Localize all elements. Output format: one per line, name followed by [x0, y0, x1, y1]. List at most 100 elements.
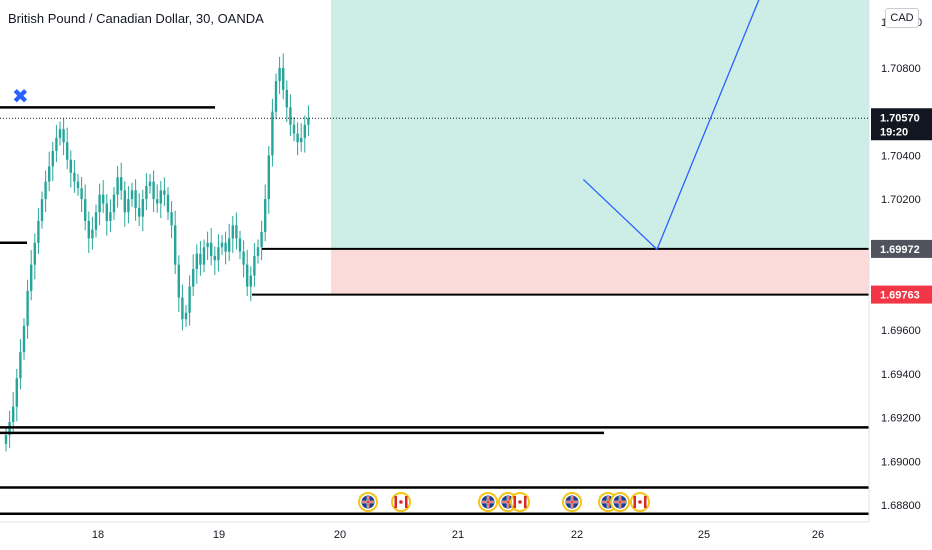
candle-body — [195, 253, 198, 270]
candle-body — [213, 255, 216, 261]
candle-body — [148, 181, 152, 186]
candle-body — [40, 199, 44, 221]
close-marker-icon[interactable]: ✖ — [12, 84, 29, 108]
candle-body — [242, 251, 245, 265]
svg-text:19:20: 19:20 — [880, 126, 908, 138]
candle-body — [30, 264, 33, 291]
candle-body — [249, 275, 252, 287]
candle-body — [238, 238, 242, 252]
canada-flag-icon[interactable] — [391, 492, 411, 512]
candle-body — [73, 172, 76, 182]
candle-body — [138, 207, 141, 217]
candle-body — [37, 220, 40, 243]
price-tick-label: 1.69200 — [881, 413, 921, 425]
candle-body — [76, 181, 80, 189]
candle-body — [181, 297, 184, 320]
candle-body — [19, 352, 22, 379]
price-axis[interactable]: 1.70800 1.70400 1.70200 1.69600 1.69400 1.692… — [881, 17, 922, 512]
candles-layer — [4, 53, 310, 452]
candle-body — [98, 194, 101, 213]
candle-body — [48, 166, 51, 182]
candle-body — [152, 181, 155, 200]
date-tick-label: 26 — [812, 529, 824, 541]
svg-text:1.70570: 1.70570 — [880, 112, 920, 124]
candle-body — [22, 325, 26, 353]
uk-flag-icon[interactable] — [610, 492, 630, 512]
svg-text:1.69972: 1.69972 — [880, 244, 920, 256]
candle-body — [300, 137, 303, 143]
candle-body — [199, 253, 202, 265]
time-axis[interactable]: 18 19 20 21 22 25 26 — [0, 521, 869, 541]
candle-body — [91, 229, 94, 239]
candle-body — [256, 247, 260, 256]
candle-body — [102, 194, 105, 204]
date-tick-label: 19 — [213, 529, 225, 541]
candle-body — [105, 203, 108, 221]
candle-body — [120, 177, 123, 191]
stop-zone[interactable] — [331, 248, 869, 295]
candle-body — [264, 199, 267, 232]
candle-body — [4, 435, 8, 444]
uk-flag-icon[interactable] — [562, 492, 582, 512]
candle-body — [66, 142, 69, 160]
candle-body — [109, 212, 112, 221]
candle-body — [116, 177, 119, 195]
candle-body — [285, 89, 288, 108]
candle-body — [206, 242, 209, 248]
price-tick-label: 1.70800 — [881, 63, 921, 75]
candle-body — [15, 378, 18, 407]
price-tick-label: 0 — [916, 17, 922, 29]
uk-flag-icon[interactable] — [478, 492, 498, 512]
price-tick-label: 1.68800 — [881, 500, 921, 512]
candle-body — [112, 194, 116, 213]
target-zone[interactable] — [331, 0, 869, 249]
candle-body — [156, 199, 159, 204]
date-tick-label: 21 — [452, 529, 464, 541]
candle-body — [51, 151, 54, 167]
canada-flag-icon[interactable] — [510, 492, 530, 512]
candle-body — [174, 225, 177, 265]
projection-line[interactable] — [582, 0, 766, 251]
candle-body — [296, 133, 299, 143]
candle-body — [12, 406, 15, 422]
candle-body — [33, 242, 36, 265]
candle-body — [253, 255, 256, 276]
candle-body — [58, 129, 62, 138]
candle-body — [69, 159, 72, 173]
candle-body — [159, 190, 162, 204]
candle-body — [274, 81, 278, 112]
candle-body — [87, 220, 90, 239]
price-tick-label: 1.70400 — [881, 150, 921, 162]
candle-body — [166, 194, 170, 213]
candle-body — [246, 264, 249, 287]
candle-body — [217, 247, 220, 261]
candle-body — [80, 188, 83, 200]
candle-body — [134, 190, 137, 208]
candle-body — [267, 155, 270, 200]
candle-body — [210, 242, 213, 256]
candle-body — [62, 129, 65, 143]
candle-body — [282, 68, 285, 90]
candle-body — [271, 111, 274, 156]
candle-body — [307, 118, 310, 125]
uk-flag-icon[interactable] — [358, 492, 378, 512]
current-price-badge: 1.70570 19:20 — [871, 108, 932, 141]
stop-price-badge: 1.69763 — [871, 285, 932, 304]
candle-body — [289, 107, 292, 125]
candle-body — [228, 238, 231, 252]
candle-body — [177, 264, 180, 298]
candle-body — [231, 225, 234, 239]
canada-flag-icon[interactable] — [630, 492, 650, 512]
candle-body — [127, 199, 130, 213]
entry-price-badge: 1.69972 — [871, 239, 932, 258]
price-tick-label: 1.69000 — [881, 456, 921, 468]
candle-body — [202, 247, 206, 265]
candle-body — [224, 242, 227, 252]
candle-body — [170, 212, 173, 226]
candle-body — [163, 190, 166, 195]
candle-body — [188, 286, 191, 313]
svg-text:1.69763: 1.69763 — [880, 290, 920, 302]
currency-button[interactable]: CAD — [885, 8, 919, 28]
